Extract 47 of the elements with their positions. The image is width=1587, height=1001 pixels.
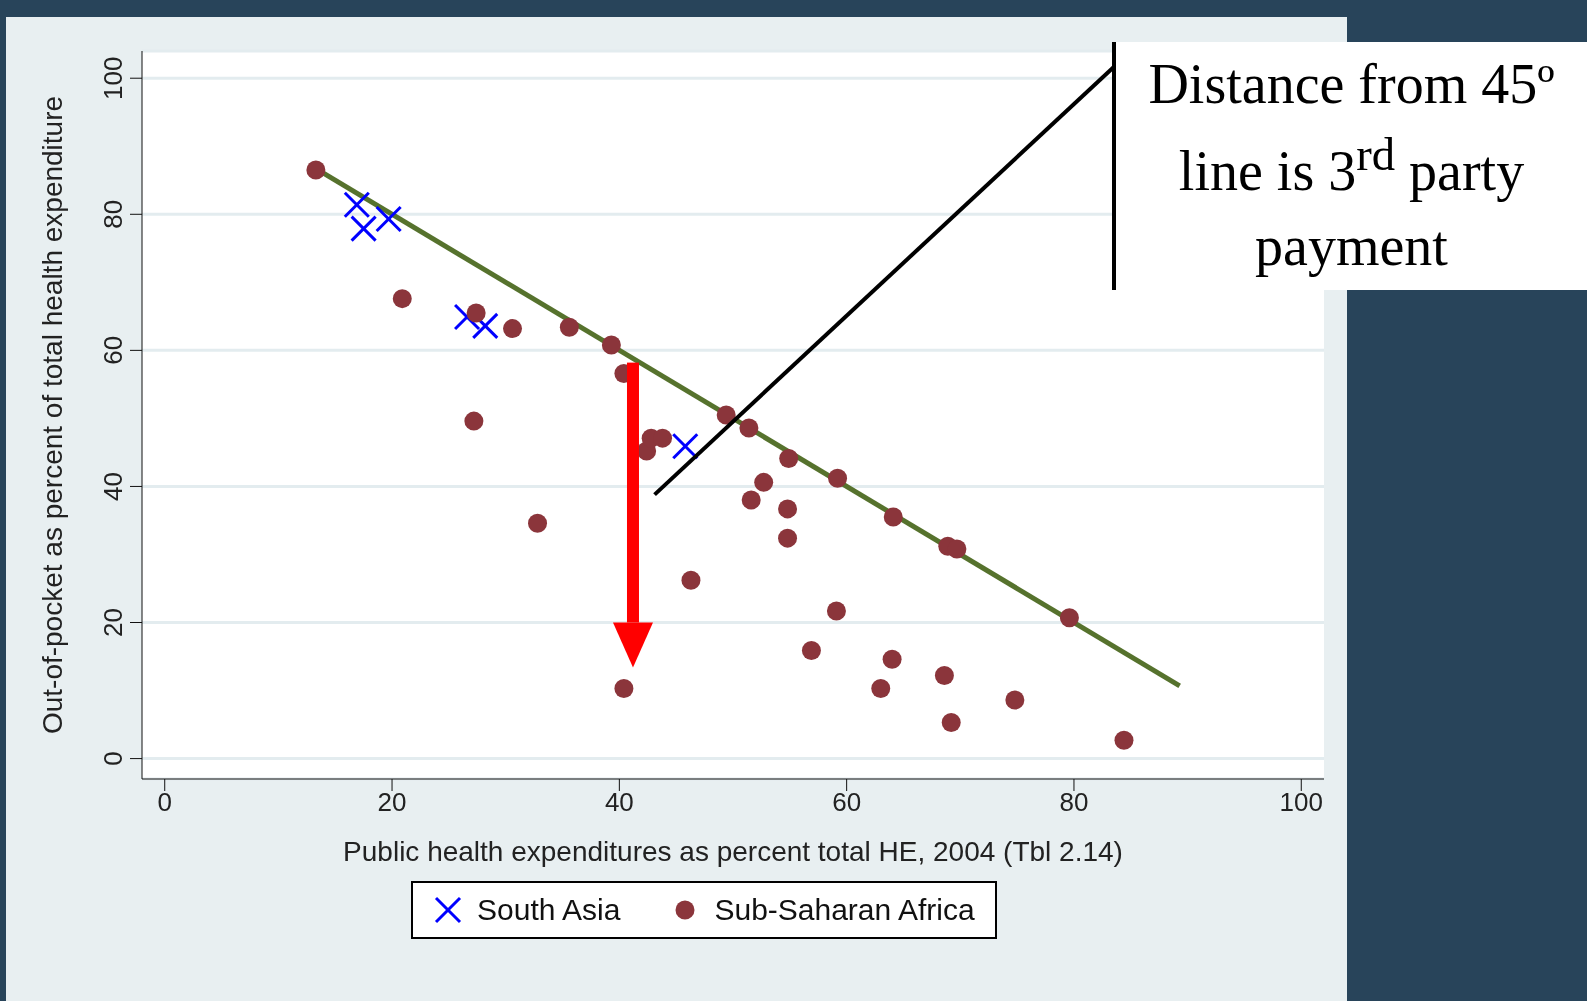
- y-tick-label: 60: [98, 335, 128, 365]
- point: [871, 679, 891, 699]
- point: [464, 411, 484, 431]
- point: [934, 666, 954, 686]
- point: [754, 472, 774, 492]
- y-tick-label: 100: [98, 56, 128, 100]
- point: [306, 160, 326, 180]
- point: [882, 649, 902, 669]
- point: [681, 570, 701, 590]
- point: [779, 449, 799, 469]
- point: [653, 428, 673, 448]
- point: [1005, 690, 1025, 710]
- x-tick-label: 20: [377, 787, 407, 818]
- y-axis-title: Out-of-pocket as percent of total health expenditure: [36, 95, 68, 735]
- point: [947, 539, 967, 559]
- x-tick-label: 40: [604, 787, 634, 818]
- y-tick-label: 40: [98, 471, 128, 501]
- x-axis-title: Public health expenditures as percent total HE, 2004 (Tbl 2.14): [343, 836, 1123, 867]
- point: [716, 405, 736, 425]
- point: [466, 303, 486, 323]
- point: [614, 679, 634, 699]
- point: [559, 317, 579, 337]
- point: [601, 335, 621, 355]
- x-tick-label: 80: [1059, 787, 1089, 818]
- point: [883, 507, 903, 527]
- point: [828, 468, 848, 488]
- point: [826, 601, 846, 621]
- point: [778, 499, 798, 519]
- point: [1114, 730, 1134, 750]
- point: [801, 640, 821, 660]
- point: [941, 713, 961, 733]
- point: [528, 513, 548, 533]
- y-tick-label: 80: [98, 199, 128, 229]
- y-tick-label: 0: [98, 751, 128, 766]
- x-tick-label: 100: [1279, 787, 1323, 818]
- point: [778, 528, 798, 548]
- y-tick-label: 20: [98, 608, 128, 637]
- legend-label: South Asia: [477, 893, 621, 927]
- point: [739, 418, 759, 438]
- point: [1059, 608, 1079, 628]
- point: [392, 289, 412, 309]
- point: [503, 319, 523, 339]
- legend-label: Sub-Saharan Africa: [714, 893, 975, 927]
- annotation: Distance from 45º line is 3$^{rd}$ party payment: [1147, 52, 1556, 280]
- point: [741, 490, 761, 510]
- x-tick-label: 60: [832, 787, 862, 818]
- x-tick-label: 0: [157, 787, 172, 818]
